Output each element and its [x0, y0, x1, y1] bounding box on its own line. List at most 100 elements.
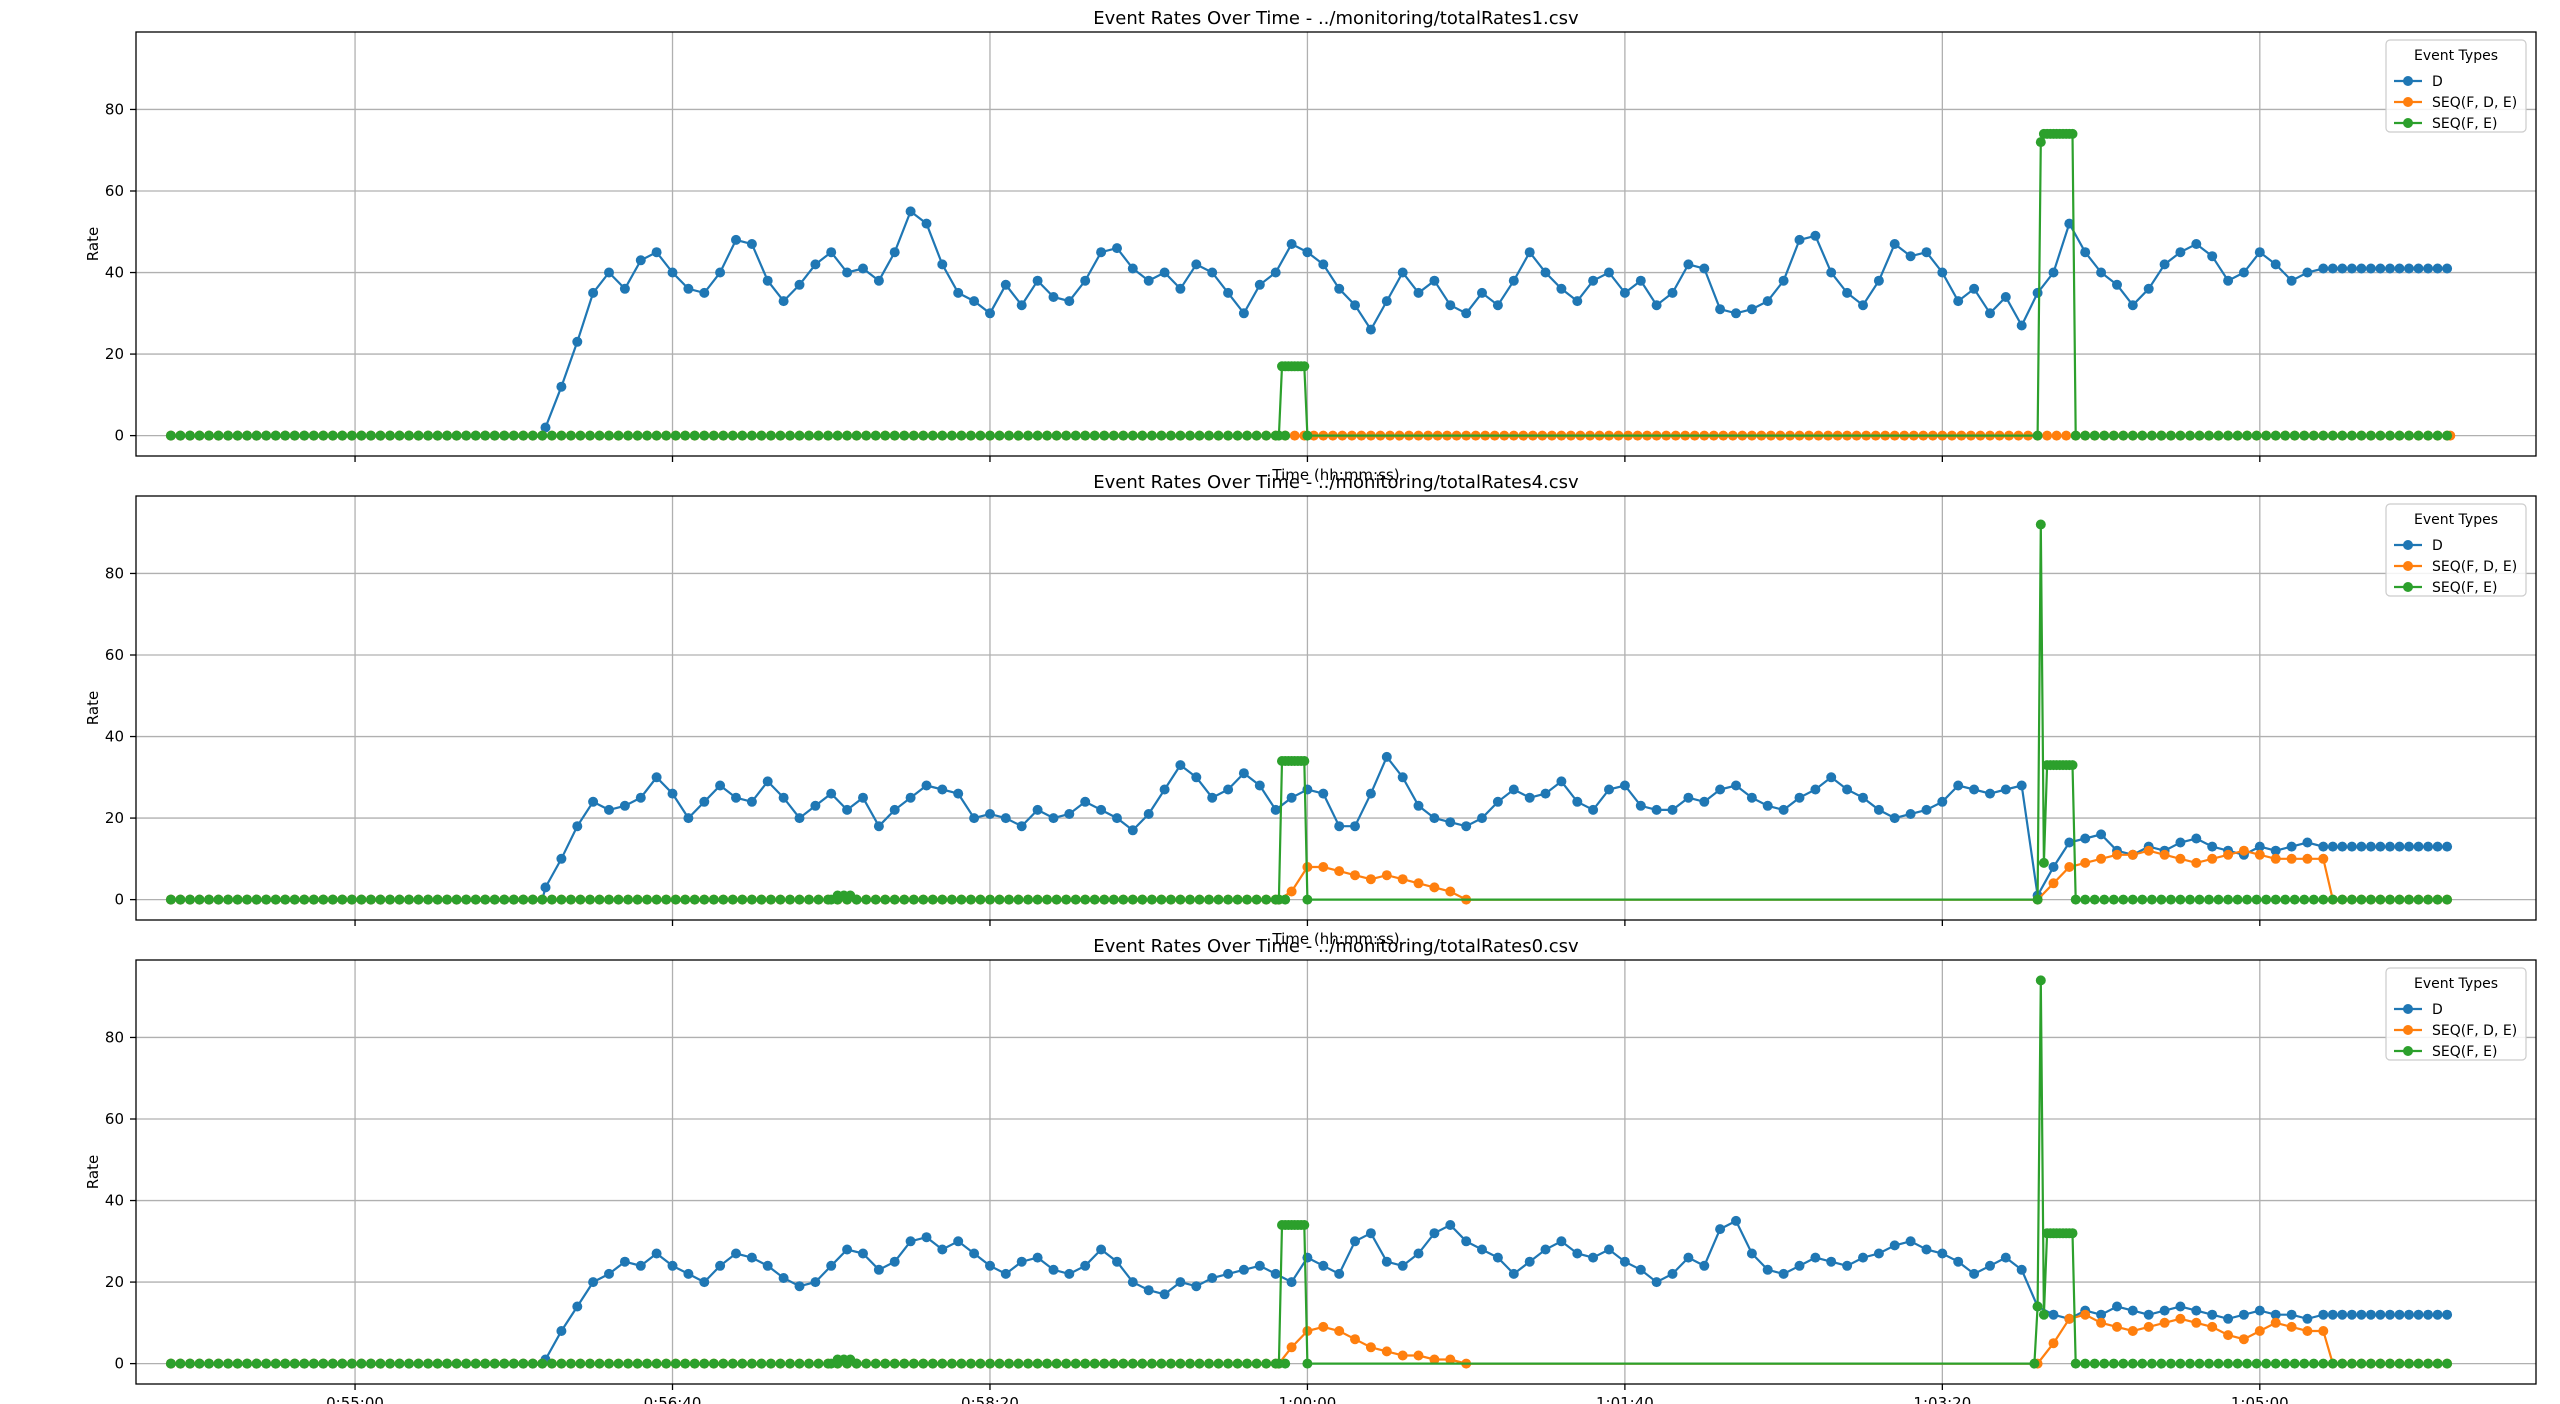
y-tick-label: 80 [105, 100, 124, 118]
data-point [2096, 853, 2107, 864]
data-point [1099, 1358, 1110, 1369]
data-point [2108, 1358, 2119, 1369]
data-point [826, 247, 837, 258]
data-point [2432, 430, 2443, 441]
data-point [1032, 1252, 1043, 1263]
data-point [1080, 1260, 1091, 1271]
data-point [413, 430, 424, 441]
data-point [1969, 283, 1980, 294]
data-point [2029, 1358, 2040, 1369]
data-point [1175, 430, 1186, 441]
data-point [746, 894, 757, 905]
data-point [2223, 1358, 2234, 1369]
data-point [969, 813, 980, 824]
data-point [908, 1358, 919, 1369]
data-point [680, 1358, 691, 1369]
data-point [1032, 430, 1043, 441]
data-point [1299, 361, 1310, 372]
data-point [718, 894, 729, 905]
data-point [2423, 263, 2434, 274]
data-point [308, 1358, 319, 1369]
data-point [1715, 784, 1726, 795]
data-point [1699, 1260, 1710, 1271]
data-point [1588, 275, 1599, 286]
data-point [1683, 259, 1694, 270]
data-point [585, 430, 595, 441]
data-point [518, 430, 529, 441]
data-point [1492, 300, 1503, 311]
data-point [2385, 894, 2395, 905]
data-point [2375, 1309, 2386, 1320]
data-point [794, 894, 805, 905]
data-point [2048, 1309, 2059, 1320]
data-point [1937, 267, 1948, 278]
data-point [1397, 874, 1408, 885]
data-point [1080, 275, 1091, 286]
data-point [1185, 894, 1195, 905]
data-point [2423, 430, 2434, 441]
data-point [1604, 784, 1614, 795]
data-point [280, 894, 291, 905]
data-point [2204, 1358, 2214, 1369]
data-point [778, 296, 789, 307]
data-point [804, 1358, 814, 1369]
data-point [737, 894, 748, 905]
legend: Event Types D SEQ(F, D, E) SEQ(F, E) [2385, 503, 2527, 597]
data-point [2096, 1317, 2107, 1328]
data-point [1089, 430, 1100, 441]
data-point [2080, 857, 2091, 868]
legend-title: Event Types [2414, 976, 2498, 992]
data-point [1242, 894, 1253, 905]
chart-title: Event Rates Over Time - ../monitoring/to… [1093, 472, 1579, 493]
data-point [508, 1358, 519, 1369]
axes-frame [135, 31, 2537, 457]
data-point [889, 804, 900, 815]
data-point [1334, 866, 1345, 877]
data-point [1921, 247, 1932, 258]
data-point [1365, 1342, 1376, 1353]
data-point [2302, 267, 2313, 278]
data-point [880, 894, 891, 905]
data-point [1318, 862, 1329, 872]
data-point [2375, 894, 2386, 905]
data-point [2270, 430, 2281, 441]
data-point [1445, 1354, 1456, 1365]
data-point [975, 894, 986, 905]
data-point [2048, 1338, 2059, 1349]
data-point [185, 430, 195, 441]
data-point [1048, 813, 1059, 824]
data-point [2191, 1317, 2202, 1328]
data-point [165, 894, 176, 905]
axes-frame [135, 495, 2537, 921]
legend-swatch-marker [2403, 118, 2413, 128]
data-point [1175, 760, 1186, 771]
data-point [2191, 857, 2202, 868]
data-point [746, 430, 757, 441]
x-tick-label: 1:01:40 [1596, 1394, 1654, 1404]
data-point [1137, 894, 1148, 905]
data-point [1156, 1358, 1167, 1369]
data-point [289, 430, 300, 441]
data-point [670, 430, 681, 441]
data-point [785, 1358, 795, 1369]
data-point [2413, 1309, 2424, 1320]
data-point [1165, 430, 1176, 441]
data-point [365, 1358, 376, 1369]
data-point [1381, 1346, 1392, 1357]
data-point [2067, 760, 2078, 771]
data-point [2432, 263, 2443, 274]
data-point [2127, 894, 2138, 905]
data-point [842, 430, 853, 441]
data-point [1858, 1252, 1868, 1263]
data-point [969, 1248, 980, 1259]
data-point [1061, 1358, 1072, 1369]
data-point [1429, 1354, 1440, 1365]
data-point [175, 894, 186, 905]
data-point [1238, 1264, 1249, 1275]
data-point [2289, 894, 2300, 905]
data-point [670, 1358, 681, 1369]
data-point [2175, 1358, 2186, 1369]
data-point [1194, 894, 1205, 905]
data-point [604, 894, 614, 905]
data-point [2385, 1309, 2395, 1320]
